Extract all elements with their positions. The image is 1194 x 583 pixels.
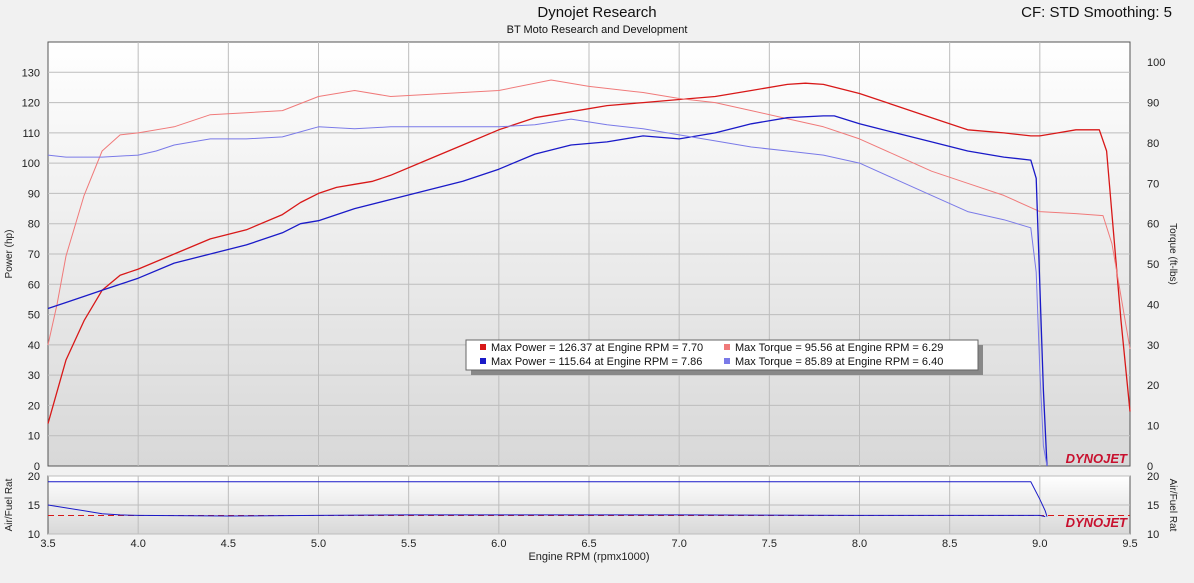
y-tick-label-left: 120 — [22, 98, 40, 110]
legend-box — [465, 339, 979, 371]
series-line-4 — [47, 118, 1048, 467]
y-tick-label-left: 90 — [28, 188, 40, 200]
legend-swatch — [480, 358, 486, 364]
x-tick-label: 9.5 — [1122, 538, 1137, 550]
x-tick-label: 8.5 — [942, 538, 957, 550]
y-tick-label-right: 0 — [1147, 461, 1153, 473]
legend-entry: Max Power = 126.37 at Engine RPM = 7.70 — [491, 342, 703, 354]
legend-swatch — [724, 344, 730, 350]
series-line-1 — [47, 82, 1131, 424]
x-tick-label: 7.5 — [762, 538, 777, 550]
afr-axis-label-left: Air/Fuel Rat — [4, 478, 15, 531]
chart-title: Dynojet Research — [537, 4, 657, 21]
y-tick-label-left: 110 — [22, 128, 40, 140]
y-tick-label-left: 80 — [28, 219, 40, 231]
legend: Max Power = 126.37 at Engine RPM = 7.70 M… — [465, 339, 983, 375]
y-tick-label-right: 20 — [1147, 380, 1159, 392]
afr-tick-label-left: 20 — [28, 471, 40, 483]
y-tick-label-right: 100 — [1147, 57, 1165, 69]
y-tick-label-left: 40 — [28, 340, 40, 352]
x-tick-label: 6.0 — [491, 538, 506, 550]
correction-factor-info: CF: STD Smoothing: 5 — [1021, 4, 1172, 21]
afr-tick-label-left: 10 — [28, 529, 40, 541]
legend-entry: Max Power = 115.64 at Engine RPM = 7.86 — [491, 356, 702, 368]
x-tick-label: 8.0 — [852, 538, 867, 550]
dynojet-logo-afr: DYNOJET — [1066, 515, 1128, 530]
y-tick-label-right: 30 — [1147, 340, 1159, 352]
x-tick-label: 7.0 — [672, 538, 687, 550]
legend-swatch — [724, 358, 730, 364]
series-line-2 — [47, 79, 1131, 349]
x-tick-label: 9.0 — [1032, 538, 1047, 550]
afr-axis-label-right: Air/Fuel Rat — [1167, 479, 1178, 532]
y-tick-label-left: 70 — [28, 249, 40, 261]
y-tick-label-left: 130 — [22, 67, 40, 79]
dynojet-logo-main: DYNOJET — [1066, 451, 1128, 466]
x-tick-label: 4.5 — [221, 538, 236, 550]
y-tick-label-right: 80 — [1147, 138, 1159, 150]
y-tick-label-left: 20 — [28, 400, 40, 412]
x-tick-label: 3.5 — [40, 538, 55, 550]
y-tick-label-right: 70 — [1147, 178, 1159, 190]
y-tick-label-left: 10 — [28, 431, 40, 443]
afr-tick-label-right: 10 — [1147, 529, 1159, 541]
y-tick-label-right: 90 — [1147, 98, 1159, 110]
afr-series-line-1 — [48, 481, 1048, 517]
y-tick-label-right: 10 — [1147, 421, 1159, 433]
x-tick-label: 5.0 — [311, 538, 326, 550]
y-axis-label-left: Power (hp) — [4, 230, 15, 279]
y-tick-label-right: 40 — [1147, 299, 1159, 311]
x-tick-label: 6.5 — [581, 538, 596, 550]
afr-tick-label-right: 20 — [1147, 471, 1159, 483]
chart-subtitle: BT Moto Research and Development — [506, 24, 688, 36]
x-tick-label: 4.0 — [131, 538, 146, 550]
y-tick-label-left: 50 — [28, 310, 40, 322]
legend-entry: Max Torque = 95.56 at Engine RPM = 6.29 — [735, 342, 943, 354]
afr-tick-label-left: 15 — [28, 500, 40, 512]
legend-swatch — [480, 344, 486, 350]
x-tick-label: 5.5 — [401, 538, 416, 550]
y-tick-label-left: 60 — [28, 279, 40, 291]
y-tick-label-right: 50 — [1147, 259, 1159, 271]
y-tick-label-left: 0 — [34, 461, 40, 473]
y-tick-label-left: 100 — [22, 158, 40, 170]
y-axis-label-right: Torque (ft-lbs) — [1167, 223, 1178, 285]
y-tick-label-left: 30 — [28, 370, 40, 382]
legend-entry: Max Torque = 85.89 at Engine RPM = 6.40 — [735, 356, 943, 368]
afr-series-line-2 — [47, 504, 1046, 518]
afr-tick-label-right: 15 — [1147, 500, 1159, 512]
x-axis-label: Engine RPM (rpmx1000) — [528, 551, 649, 563]
series-line-3 — [47, 115, 1048, 467]
y-tick-label-right: 60 — [1147, 219, 1159, 231]
